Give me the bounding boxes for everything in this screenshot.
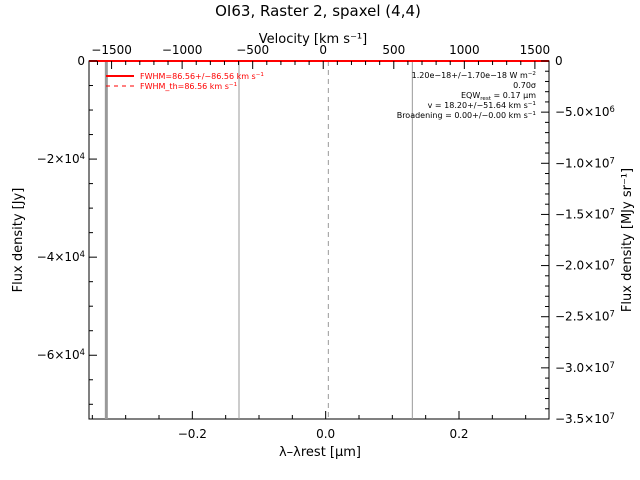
plot-area: −0.2 0.0 0.2 −1500 −1000 −500 0 500 1000 1500 0 −2×… — [37, 43, 615, 441]
x2-tick-label: −1000 — [162, 43, 203, 57]
x-tick-label: −0.2 — [178, 427, 207, 441]
y2-tick-label: 0 — [555, 54, 563, 68]
fit-annotation: v = 18.20+/−51.64 km s−1 — [428, 101, 537, 110]
fit-annotation: 1.20e−18+/−1.70e−18 W m−2 — [412, 71, 536, 80]
y2-axis-label: Flux density [MJy sr⁻¹] — [620, 168, 635, 312]
y-axis-label: Flux density [Jy] — [11, 188, 26, 293]
fit-annotation: 0.70σ — [513, 81, 536, 90]
x-axis-label: λ–λrest [μm] — [279, 445, 361, 460]
x2-axis-label: Velocity [km s⁻¹] — [259, 32, 367, 47]
y2-tick-label: −1.0×107 — [555, 156, 615, 171]
y2-tick-label: −2.5×107 — [555, 309, 615, 324]
x2-tick-label: −1500 — [91, 43, 132, 57]
y2-tick-label: −1.5×107 — [555, 207, 615, 222]
chart-title: OI63, Raster 2, spaxel (4,4) — [215, 2, 421, 20]
x2-tick-label: 0 — [319, 43, 327, 57]
x2-tick-label: 500 — [382, 43, 405, 57]
y2-tick-label: −3.5×107 — [555, 411, 615, 426]
fit-annotation: Broadening = 0.00+/−0.00 km s−1 — [397, 111, 537, 120]
x2-tick-label: 1500 — [520, 43, 551, 57]
y-tick-label: −6×104 — [37, 348, 85, 363]
y-tick-label: −4×104 — [37, 250, 85, 265]
x2-tick-label: 1000 — [449, 43, 480, 57]
y-tick-label: −2×104 — [37, 151, 85, 166]
x-tick-label: 0.0 — [316, 427, 335, 441]
y-tick-label: 0 — [77, 54, 85, 68]
legend-label: FWHM_th=86.56 km s−1 — [140, 82, 238, 91]
y2-tick-label: −5.0×106 — [555, 105, 615, 120]
x-tick-label: 0.2 — [449, 427, 468, 441]
x2-tick-label: −500 — [236, 43, 269, 57]
fit-annotation: EQWrest = 0.17 μm — [461, 91, 536, 102]
legend-label: FWHM=86.56+/−86.56 km s−1 — [140, 72, 264, 81]
y2-tick-label: −3.0×107 — [555, 360, 615, 375]
y2-tick-label: −2.0×107 — [555, 258, 615, 273]
